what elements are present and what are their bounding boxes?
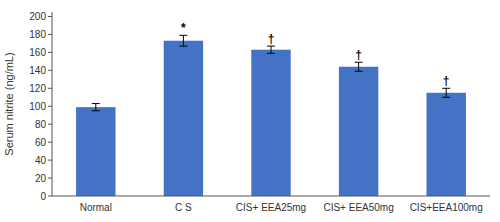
y-tick-label: 80 — [35, 119, 47, 130]
x-tick-label: C S — [175, 202, 192, 213]
y-tick — [48, 178, 52, 179]
chart: 0 20 40 60 80 100 120 140 160 180 200 Serum nitrite… — [0, 0, 500, 222]
x-tick-label: CIS+ EEA50mg — [323, 202, 393, 213]
y-tick-label: 20 — [35, 173, 47, 184]
y-tick — [48, 124, 52, 125]
y-tick — [48, 196, 52, 197]
y-tick — [48, 16, 52, 17]
annotation: † — [443, 74, 450, 88]
y-tick-label: 200 — [29, 11, 46, 22]
y-tick — [48, 106, 52, 107]
bar — [339, 67, 378, 196]
y-axis-label: Serum nitrite (ng/mL) — [3, 52, 15, 155]
y-tick — [48, 142, 52, 143]
y-tick-label: 0 — [40, 191, 46, 202]
error-bar — [355, 62, 363, 71]
error-bar — [442, 88, 450, 97]
y-tick-label: 40 — [35, 155, 47, 166]
x-axis — [52, 196, 490, 197]
y-tick — [48, 70, 52, 71]
x-tick-label: Normal — [80, 202, 112, 213]
y-tick-label: 100 — [29, 101, 46, 112]
y-tick — [48, 52, 52, 53]
y-tick-label: 120 — [29, 83, 46, 94]
y-axis — [52, 12, 53, 196]
annotation: * — [181, 21, 186, 35]
y-tick-label: 60 — [35, 137, 47, 148]
annotation: † — [355, 48, 362, 62]
error-bar — [179, 35, 187, 46]
x-tick-label: CIS+ EEA25mg — [236, 202, 306, 213]
bar — [426, 93, 465, 196]
y-tick — [48, 88, 52, 89]
bar — [164, 41, 203, 196]
error-bar — [92, 104, 100, 111]
y-tick — [48, 34, 52, 35]
bar — [76, 107, 115, 196]
x-tick-label: CIS+EEA100mg — [410, 202, 483, 213]
bar — [251, 50, 290, 196]
plot-area — [76, 35, 466, 196]
y-tick — [48, 160, 52, 161]
y-tick-label: 140 — [29, 65, 46, 76]
y-tick-label: 160 — [29, 47, 46, 58]
annotation: † — [268, 32, 275, 46]
error-bar — [267, 46, 275, 53]
y-tick-label: 180 — [29, 29, 46, 40]
